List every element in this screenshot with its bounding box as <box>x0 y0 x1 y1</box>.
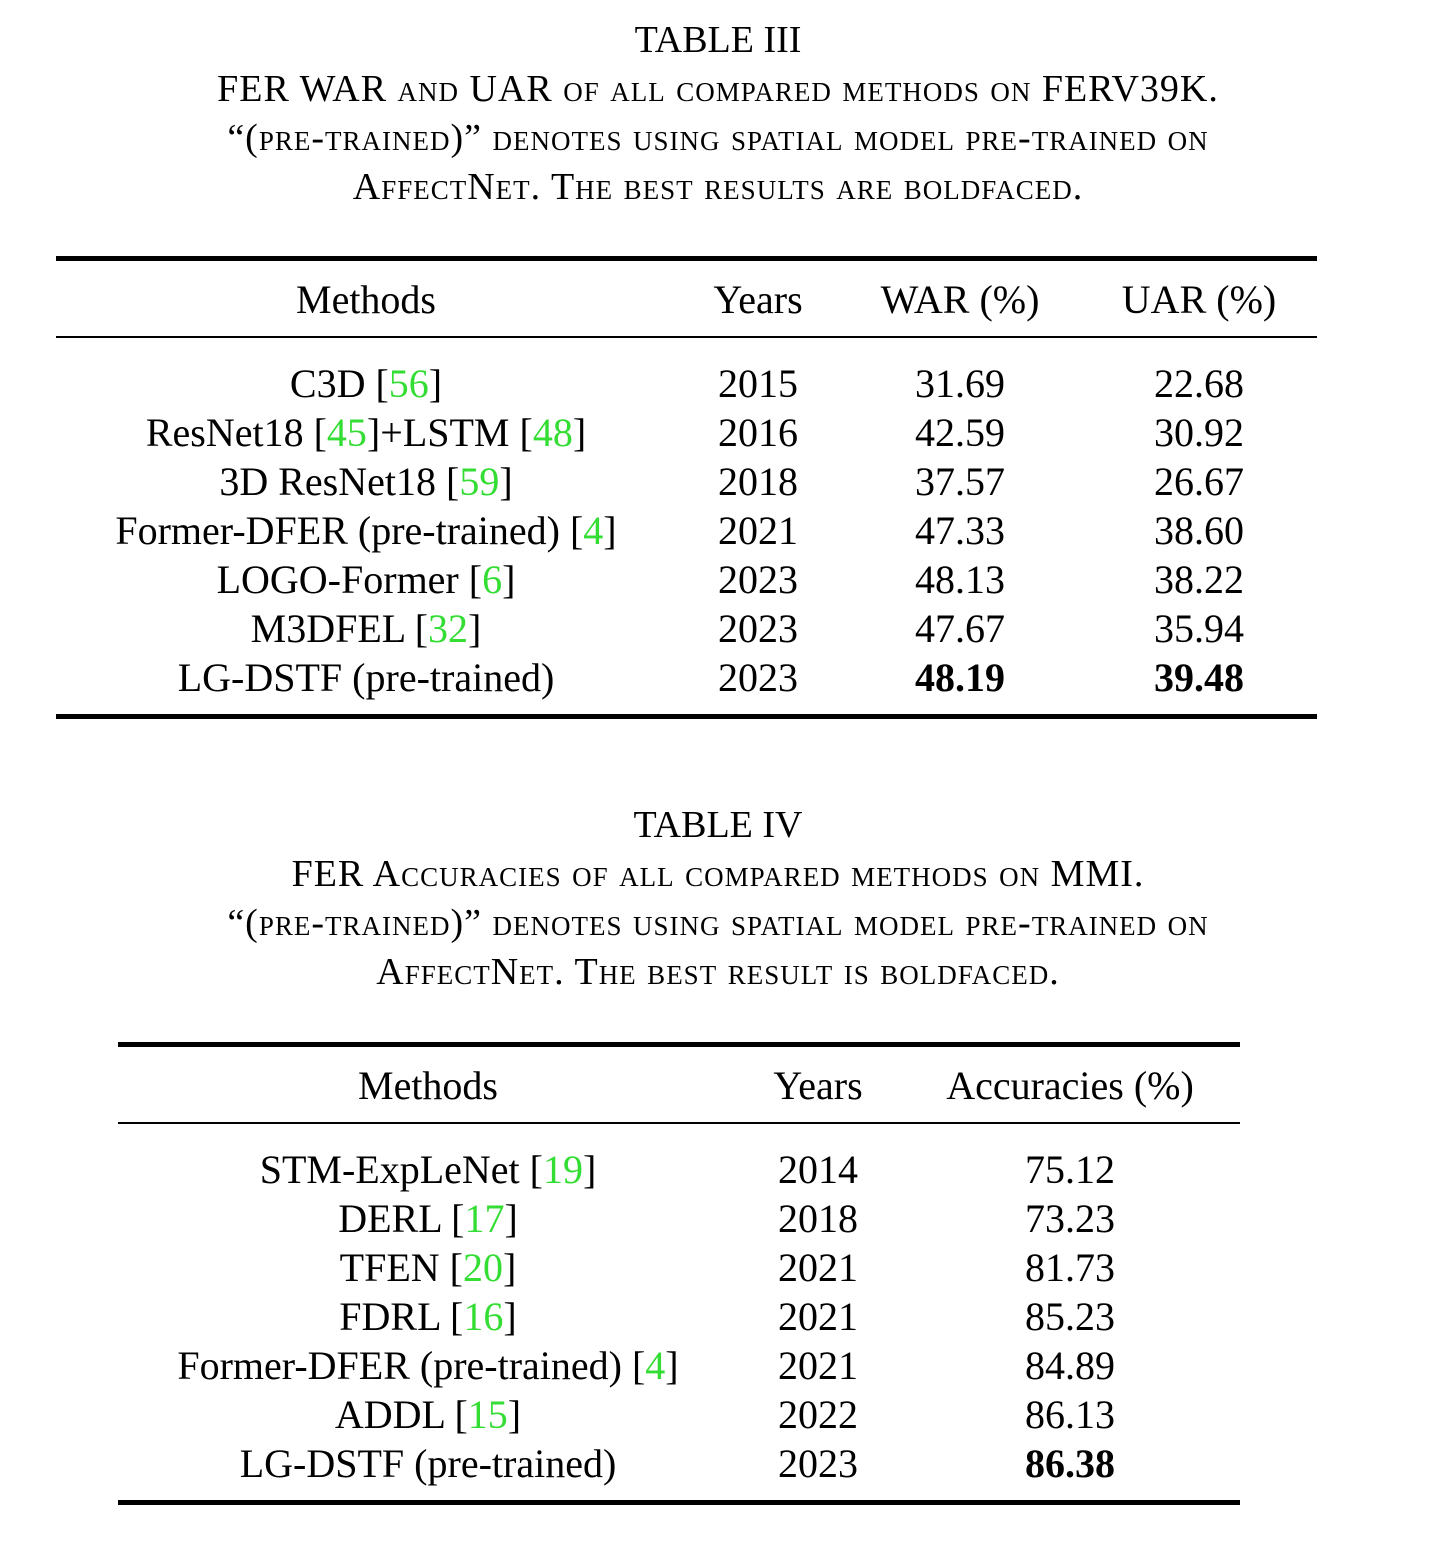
acc-cell: 84.89 <box>1025 1343 1115 1388</box>
bottom-rule <box>56 714 1317 719</box>
table3-caption: TABLE III FER WAR and UAR of all compare… <box>0 16 1436 212</box>
method-cell: LG-DSTF (pre-trained) <box>177 655 555 700</box>
war-cell: 42.59 <box>915 410 1005 455</box>
method-cell: Former-DFER (pre-trained) [4] <box>177 1343 679 1388</box>
method-cell: FDRL [16] <box>339 1294 517 1339</box>
citation-link[interactable]: 4 <box>583 508 604 553</box>
method-cell: 3D ResNet18 [59] <box>219 459 513 504</box>
top-rule <box>56 256 1317 261</box>
method-cell: ADDL [15] <box>334 1392 522 1437</box>
method-cell: ResNet18 [45]+LSTM [48] <box>145 410 587 455</box>
year-cell: 2023 <box>718 655 798 700</box>
uar-cell: 26.67 <box>1154 459 1244 504</box>
citation-link[interactable]: 59 <box>459 459 500 504</box>
acc-cell: 75.12 <box>1025 1147 1115 1192</box>
acc-cell: 86.13 <box>1025 1392 1115 1437</box>
bottom-rule <box>118 1500 1240 1505</box>
citation-link[interactable]: 15 <box>467 1392 508 1437</box>
method-cell: LG-DSTF (pre-trained) <box>239 1441 617 1486</box>
column-header: Methods <box>296 277 436 322</box>
uar-cell: 22.68 <box>1154 361 1244 406</box>
acc-cell: 73.23 <box>1025 1196 1115 1241</box>
citation-link[interactable]: 56 <box>388 361 429 406</box>
war-cell: 31.69 <box>915 361 1005 406</box>
citation-link[interactable]: 16 <box>463 1294 504 1339</box>
year-cell: 2023 <box>778 1441 858 1486</box>
column-header: UAR (%) <box>1121 277 1277 322</box>
method-cell: C3D [56] <box>289 361 443 406</box>
citation-link[interactable]: 17 <box>464 1196 505 1241</box>
war-cell: 47.67 <box>915 606 1005 651</box>
citation-link[interactable]: 20 <box>463 1245 503 1290</box>
year-cell: 2021 <box>778 1343 858 1388</box>
year-cell: 2023 <box>718 557 798 602</box>
year-cell: 2016 <box>718 410 798 455</box>
table3-caption-line: AffectNet. The best results are boldface… <box>352 166 1084 208</box>
year-cell: 2021 <box>718 508 798 553</box>
year-cell: 2015 <box>718 361 798 406</box>
year-cell: 2022 <box>778 1392 858 1437</box>
table3-caption-line: FER WAR and UAR of all compared methods … <box>217 68 1219 110</box>
citation-link[interactable]: 6 <box>482 557 503 602</box>
column-header: Accuracies (%) <box>946 1063 1194 1108</box>
method-cell: DERL [17] <box>338 1196 518 1241</box>
war-cell: 37.57 <box>915 459 1005 504</box>
year-cell: 2021 <box>778 1294 858 1339</box>
uar-cell: 39.48 <box>1154 655 1244 700</box>
table4: Methods Years Accuracies (%) STM-ExpLeNet [… <box>118 1042 1240 1508</box>
citation-link[interactable]: 4 <box>645 1343 666 1388</box>
header-rule <box>118 1122 1240 1124</box>
table4-caption: TABLE IV FER Accuracies of all compared … <box>0 801 1436 997</box>
war-cell: 48.13 <box>915 557 1005 602</box>
method-cell: LOGO-Former [6] <box>216 557 516 602</box>
column-header: WAR (%) <box>880 277 1040 322</box>
table3-caption-line: “(pre-trained)” denotes using spatial mo… <box>227 117 1209 159</box>
column-header: Years <box>773 1063 863 1108</box>
table3-label: TABLE III <box>634 19 802 61</box>
year-cell: 2014 <box>778 1147 858 1192</box>
header-rule <box>56 336 1317 338</box>
method-cell: M3DFEL [32] <box>250 606 482 651</box>
citation-link[interactable]: 45 <box>326 410 367 455</box>
table4-caption-line: FER Accuracies of all compared methods o… <box>291 853 1145 895</box>
acc-cell: 81.73 <box>1025 1245 1115 1290</box>
acc-cell: 86.38 <box>1025 1441 1115 1486</box>
uar-cell: 30.92 <box>1154 410 1244 455</box>
citation-link[interactable]: 48 <box>532 410 573 455</box>
acc-cell: 85.23 <box>1025 1294 1115 1339</box>
war-cell: 48.19 <box>915 655 1005 700</box>
method-cell: STM-ExpLeNet [19] <box>259 1147 597 1192</box>
column-header: Methods <box>358 1063 498 1108</box>
uar-cell: 38.22 <box>1154 557 1244 602</box>
table4-caption-line: “(pre-trained)” denotes using spatial mo… <box>227 902 1209 944</box>
column-header: Years <box>713 277 803 322</box>
method-cell: Former-DFER (pre-trained) [4] <box>115 508 617 553</box>
year-cell: 2018 <box>778 1196 858 1241</box>
method-cell: TFEN [20] <box>339 1245 517 1290</box>
table4-caption-line: AffectNet. The best result is boldfaced. <box>376 951 1060 993</box>
year-cell: 2023 <box>718 606 798 651</box>
top-rule <box>118 1042 1240 1047</box>
war-cell: 47.33 <box>915 508 1005 553</box>
uar-cell: 38.60 <box>1154 508 1244 553</box>
table4-label: TABLE IV <box>633 804 803 846</box>
citation-link[interactable]: 19 <box>542 1147 583 1192</box>
table3: Methods Years WAR (%) UAR (%) C3D [56] 2015 31… <box>56 256 1317 722</box>
year-cell: 2018 <box>718 459 798 504</box>
year-cell: 2021 <box>778 1245 858 1290</box>
uar-cell: 35.94 <box>1154 606 1244 651</box>
citation-link[interactable]: 32 <box>428 606 469 651</box>
